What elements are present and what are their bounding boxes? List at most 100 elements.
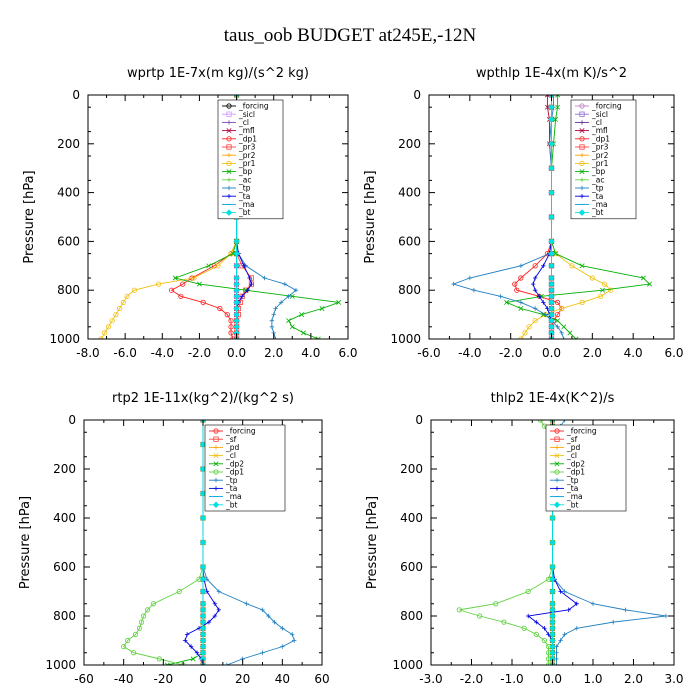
data-point xyxy=(548,250,555,257)
legend-marker xyxy=(554,428,560,434)
legend-marker xyxy=(213,461,219,467)
legend-label: _dp2 xyxy=(566,459,585,468)
data-point xyxy=(647,281,652,287)
data-point xyxy=(548,103,555,111)
data-point xyxy=(241,263,247,268)
data-point xyxy=(260,650,265,655)
panel-title: wprtp 1E-7x(m kg)/(s^2 kg) xyxy=(127,66,309,81)
data-point xyxy=(518,263,524,268)
data-point xyxy=(493,601,499,607)
data-point xyxy=(199,649,207,656)
legend-marker xyxy=(226,177,232,182)
data-point xyxy=(168,287,175,293)
data-point xyxy=(206,619,212,625)
x-tick-label: -2.0 xyxy=(460,672,483,686)
data-point xyxy=(199,600,207,607)
data-point xyxy=(180,281,186,287)
legend-label: _cl xyxy=(591,118,602,127)
x-tick-label: -4.0 xyxy=(458,346,481,360)
y-tick-label: 800 xyxy=(400,609,423,623)
legend-marker xyxy=(226,194,232,199)
data-point xyxy=(286,294,291,299)
data-point xyxy=(233,323,240,331)
data-point xyxy=(233,293,240,300)
legend-label: _tp xyxy=(566,476,579,485)
data-point xyxy=(199,514,207,522)
legend-marker xyxy=(213,478,219,483)
data-point xyxy=(467,275,473,281)
legend-marker xyxy=(579,144,585,150)
legend-label: _tp xyxy=(238,184,251,193)
y-axis-label: Pressure [hPa] xyxy=(363,170,378,263)
data-point xyxy=(216,607,222,613)
data-point xyxy=(548,189,555,196)
legend-box xyxy=(545,424,627,512)
legend-label: _bp xyxy=(238,167,253,176)
data-point xyxy=(215,263,221,269)
legend-marker xyxy=(226,128,232,134)
data-point xyxy=(109,318,115,324)
data-point xyxy=(182,638,188,643)
data-point xyxy=(548,213,555,221)
y-tick-label: 400 xyxy=(398,186,421,200)
data-point xyxy=(548,164,555,172)
x-tick-label: 2.0 xyxy=(583,346,602,360)
data-point xyxy=(573,336,579,339)
data-point xyxy=(549,637,556,644)
data-point xyxy=(566,607,571,613)
y-tick-label: 0 xyxy=(415,413,423,427)
legend-marker xyxy=(554,453,560,459)
data-point xyxy=(555,311,561,318)
data-point xyxy=(280,626,285,631)
legend-marker xyxy=(579,160,585,166)
y-tick-label: 1000 xyxy=(45,658,76,672)
data-point xyxy=(199,643,207,650)
data-point xyxy=(178,293,184,299)
legend-marker xyxy=(213,453,219,459)
data-point xyxy=(233,280,240,288)
x-tick-label: -6.0 xyxy=(417,346,440,360)
data-point xyxy=(199,563,207,571)
legend-marker xyxy=(579,136,585,142)
x-tick-label: 0.0 xyxy=(542,346,561,360)
legend-label: _mfl xyxy=(591,126,608,135)
data-point xyxy=(555,95,561,98)
data-point xyxy=(532,288,538,293)
legend-label: _cl xyxy=(238,118,249,127)
data-point xyxy=(199,618,207,626)
data-point xyxy=(282,281,288,287)
data-point xyxy=(562,420,567,423)
data-point xyxy=(548,140,555,148)
legend-label: _pr1 xyxy=(238,159,256,168)
data-point xyxy=(549,563,556,571)
x-tick-label: -3.0 xyxy=(419,672,442,686)
data-point xyxy=(537,420,543,423)
data-point xyxy=(233,311,240,318)
data-point xyxy=(549,618,556,626)
legend-label: _ta xyxy=(238,192,250,201)
legend-marker xyxy=(579,194,585,199)
data-point xyxy=(549,539,556,546)
legend-marker xyxy=(213,469,219,475)
y-tick-label: 0 xyxy=(68,413,76,427)
legend-label: _mfl xyxy=(238,126,255,135)
data-point xyxy=(271,312,276,317)
data-point xyxy=(260,607,265,613)
x-tick-label: 60 xyxy=(314,672,329,686)
data-point xyxy=(105,324,112,330)
data-point xyxy=(476,613,483,619)
data-point xyxy=(548,323,555,331)
data-point xyxy=(199,631,207,638)
data-point xyxy=(549,631,556,638)
data-point xyxy=(239,294,245,299)
x-tick-label: -60 xyxy=(74,672,94,686)
data-point xyxy=(131,287,138,293)
data-point xyxy=(273,336,278,339)
data-point xyxy=(262,275,267,281)
legend-label: _bt xyxy=(591,208,604,217)
x-tick-label: 0.0 xyxy=(227,346,246,360)
legend-marker xyxy=(554,445,560,450)
data-point xyxy=(548,274,555,282)
data-point xyxy=(574,601,579,606)
data-point xyxy=(611,619,616,625)
